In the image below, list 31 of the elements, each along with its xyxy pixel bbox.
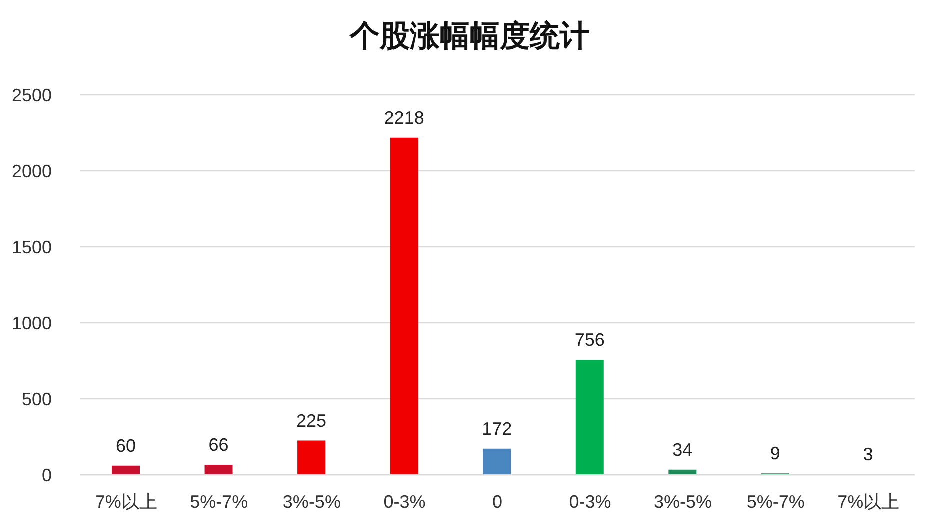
x-tick-label: 3%-5% [282, 492, 341, 512]
y-tick-label: 1500 [12, 237, 52, 258]
data-label: 172 [482, 418, 512, 439]
data-label: 3 [863, 444, 874, 465]
bar [390, 138, 418, 475]
bar [298, 440, 326, 475]
bar [112, 466, 140, 475]
y-tick-label: 1000 [12, 313, 52, 334]
data-label: 225 [296, 410, 327, 431]
x-tick-label: 3%-5% [654, 492, 712, 512]
y-tick-label: 0 [42, 465, 52, 486]
data-label: 2218 [384, 108, 424, 128]
bar [483, 448, 512, 475]
x-tick-label: 0-3% [569, 492, 612, 512]
x-tick-label: 0 [492, 492, 503, 512]
y-tick-label: 2500 [12, 85, 52, 106]
bar [576, 360, 604, 475]
data-label: 60 [116, 436, 136, 456]
y-tick-label: 500 [22, 389, 52, 410]
x-tick-label: 5%-7% [190, 492, 248, 512]
chart-title: 个股涨幅幅度统计 [348, 18, 591, 56]
x-tick-label: 7%以上 [838, 492, 900, 512]
x-tick-label: 0-3% [384, 492, 426, 512]
data-label: 9 [770, 444, 780, 464]
data-label: 66 [208, 434, 229, 455]
x-tick-label: 7%以上 [95, 492, 158, 512]
data-label: 34 [672, 440, 693, 460]
data-label: 756 [574, 330, 605, 350]
x-tick-label: 5%-7% [746, 492, 805, 512]
bar [204, 464, 233, 475]
y-tick-label: 2000 [12, 161, 52, 182]
